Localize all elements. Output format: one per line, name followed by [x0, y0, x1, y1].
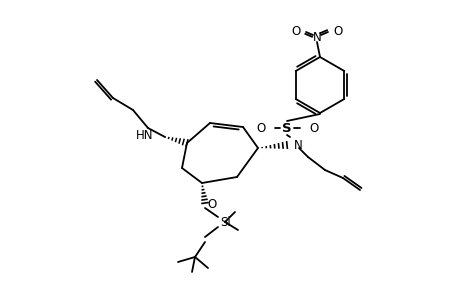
- Text: N: N: [293, 139, 302, 152]
- Text: O: O: [308, 122, 318, 134]
- Text: O: O: [332, 25, 341, 38]
- Text: HN: HN: [135, 128, 153, 142]
- Text: O: O: [207, 197, 216, 211]
- Text: Si: Si: [219, 215, 230, 229]
- Text: O: O: [291, 25, 300, 38]
- Text: S: S: [281, 122, 291, 134]
- Text: O: O: [256, 122, 265, 134]
- Text: N: N: [312, 31, 321, 44]
